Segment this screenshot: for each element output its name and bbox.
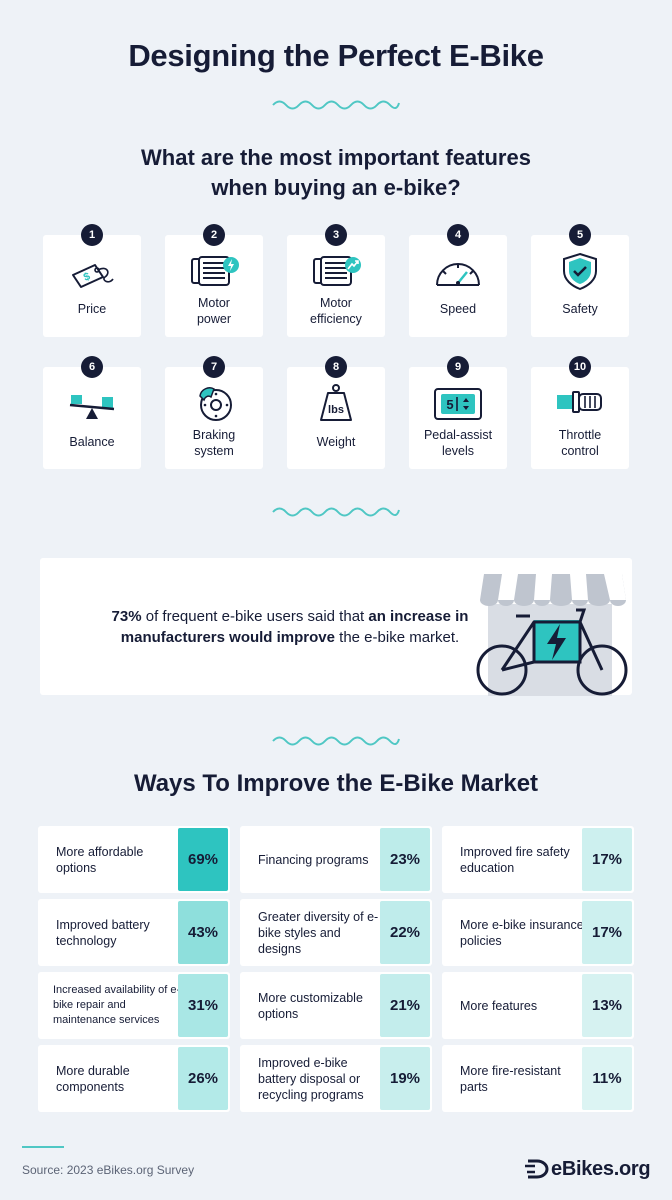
feature-card-safety: 5 Safety	[531, 224, 629, 337]
motor-power-icon	[191, 256, 239, 286]
improvement-label: Improved e-bike battery disposal or recy…	[258, 1055, 364, 1102]
improvement-percent: 17%	[582, 901, 632, 964]
throttle-icon	[557, 391, 602, 413]
feature-card-braking-system: 7 Braking system	[165, 356, 263, 469]
improvement-label: Improved fire safety education	[460, 844, 570, 875]
improvement-label: Increased availability of e-bike repair …	[53, 984, 181, 1026]
feature-card-motor-efficiency: 3 Motor efficiency	[287, 224, 385, 337]
improvement-item: More e-bike insurance policies 17%	[442, 899, 634, 966]
improvement-percent: 22%	[380, 901, 430, 964]
feature-label: Braking system	[192, 428, 236, 458]
feature-label: Balance	[69, 435, 115, 449]
improvement-percent: 11%	[582, 1047, 632, 1110]
seesaw-icon	[69, 395, 115, 419]
rank-badge: 3	[325, 224, 347, 246]
improvement-item: Increased availability of e-bike repair …	[38, 972, 230, 1039]
improvement-label: More fire-resistant parts	[460, 1063, 561, 1094]
pedal-assist-display-icon: 5	[434, 388, 482, 420]
rank-badge: 7	[203, 356, 225, 378]
brand-name: eBikes.org	[551, 1157, 651, 1180]
feature-label: Throttle control	[558, 428, 602, 458]
feature-card-pedal-assist: 9 5 Pedal-assist levels	[409, 356, 507, 469]
improvement-label: More e-bike insurance policies	[460, 917, 584, 948]
rank-badge: 1	[81, 224, 103, 246]
svg-text:$: $	[82, 271, 92, 284]
improvement-percent: 43%	[178, 901, 228, 964]
svg-text:5: 5	[446, 397, 453, 412]
feature-label: Safety	[562, 302, 598, 316]
rank-badge: 8	[325, 356, 347, 378]
improvement-item: Greater diversity of e-bike styles and d…	[240, 899, 432, 966]
rank-badge: 2	[203, 224, 225, 246]
shield-check-icon	[563, 252, 597, 291]
improvement-item: More features 13%	[442, 972, 634, 1039]
feature-card-balance: 6 Balance	[43, 356, 141, 469]
feature-label: Weight	[316, 435, 356, 449]
brand-logo: eBikes.org	[525, 1157, 651, 1181]
improvement-item: Improved e-bike battery disposal or recy…	[240, 1045, 432, 1112]
callout-text: 73% of frequent e-bike users said that a…	[111, 608, 469, 646]
improvement-label: More affordable options	[56, 844, 144, 875]
feature-label: Pedal-assist levels	[423, 428, 493, 458]
wave-divider	[272, 736, 400, 746]
price-tag-icon: $	[72, 264, 114, 288]
feature-card-price: 1 $ Price	[43, 224, 141, 337]
rank-badge: 10	[569, 356, 591, 378]
improvement-label: More durable components	[56, 1063, 130, 1094]
footer-accent-line	[22, 1146, 64, 1148]
feature-card-speed: 4 Speed	[409, 224, 507, 337]
rank-badge: 6	[81, 356, 103, 378]
feature-card-weight: 8 lbs Weight	[287, 356, 385, 469]
feature-card-throttle: 10 Throttle control	[531, 356, 629, 469]
improvement-percent: 17%	[582, 828, 632, 891]
improvements-heading: Ways To Improve the E-Bike Market	[133, 770, 539, 797]
feature-label: Price	[77, 302, 107, 316]
speedometer-icon	[436, 263, 480, 286]
motor-efficiency-icon	[313, 256, 361, 286]
improvement-label: Financing programs	[258, 852, 369, 867]
improvement-label: Greater diversity of e-bike styles and d…	[258, 909, 379, 956]
bike-shop-illustration	[476, 574, 628, 696]
features-heading: What are the most important features whe…	[60, 143, 612, 203]
improvement-item: Financing programs 23%	[240, 826, 432, 893]
improvement-item: Improved battery technology 43%	[38, 899, 230, 966]
improvement-item: More fire-resistant parts 11%	[442, 1045, 634, 1112]
improvement-percent: 21%	[380, 974, 430, 1037]
features-heading-line1: What are the most important features	[141, 145, 531, 170]
improvement-item: Improved fire safety education 17%	[442, 826, 634, 893]
improvement-percent: 19%	[380, 1047, 430, 1110]
feature-label: Motor power	[196, 296, 232, 326]
rank-badge: 9	[447, 356, 469, 378]
features-heading-line2: when buying an e-bike?	[211, 175, 461, 200]
feature-card-motor-power: 2 Motor power	[165, 224, 263, 337]
improvement-item: More affordable options 69%	[38, 826, 230, 893]
svg-text:lbs: lbs	[328, 404, 344, 416]
improvement-label: More features	[460, 998, 538, 1013]
wave-divider	[272, 507, 400, 517]
improvement-item: More durable components 26%	[38, 1045, 230, 1112]
page-title: Designing the Perfect E-Bike	[128, 38, 544, 73]
improvement-label: More customizable options	[258, 990, 363, 1021]
improvement-percent: 69%	[178, 828, 228, 891]
improvement-label: Improved battery technology	[56, 917, 150, 948]
improvement-percent: 31%	[178, 974, 228, 1037]
source-note: Source: 2023 eBikes.org Survey	[22, 1163, 195, 1177]
improvement-percent: 23%	[380, 828, 430, 891]
improvement-item: More customizable options 21%	[240, 972, 432, 1039]
rank-badge: 4	[447, 224, 469, 246]
improvement-percent: 26%	[178, 1047, 228, 1110]
wave-divider	[272, 100, 400, 110]
brake-disc-icon	[199, 387, 232, 421]
weight-icon: lbs	[320, 384, 352, 421]
feature-label: Speed	[439, 302, 477, 316]
rank-badge: 5	[569, 224, 591, 246]
improvement-percent: 13%	[582, 974, 632, 1037]
ebikes-logo-icon	[525, 1159, 549, 1179]
feature-label: Motor efficiency	[310, 296, 362, 326]
